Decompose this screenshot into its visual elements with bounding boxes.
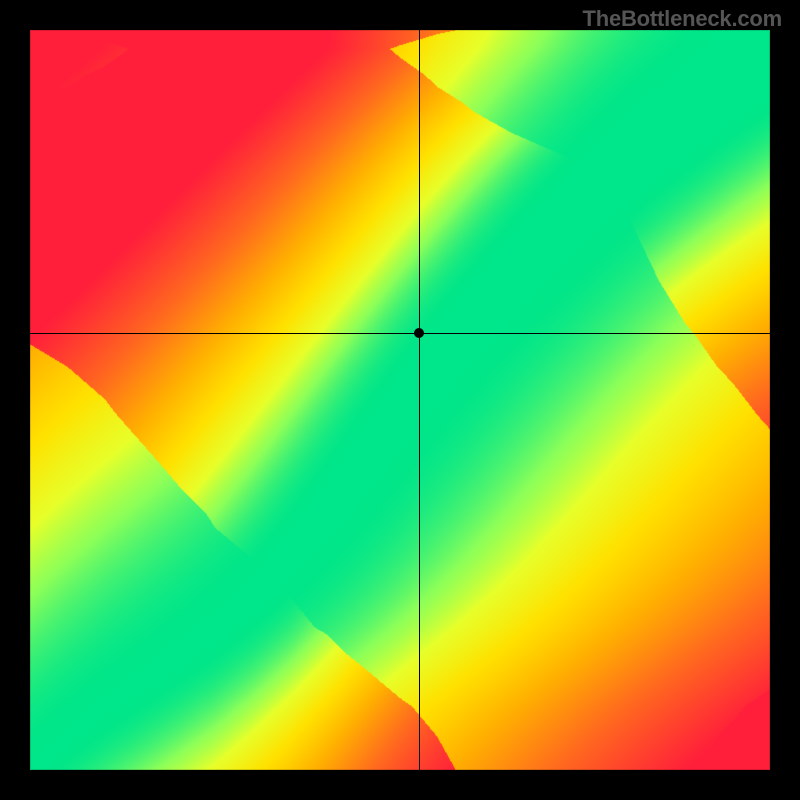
watermark-text: TheBottleneck.com xyxy=(582,6,782,32)
chart-container: TheBottleneck.com xyxy=(0,0,800,800)
heatmap-plot xyxy=(30,30,770,770)
crosshair-marker xyxy=(414,328,424,338)
heatmap-canvas xyxy=(30,30,770,770)
crosshair-vertical-line xyxy=(419,30,420,770)
crosshair-horizontal-line xyxy=(30,333,770,334)
